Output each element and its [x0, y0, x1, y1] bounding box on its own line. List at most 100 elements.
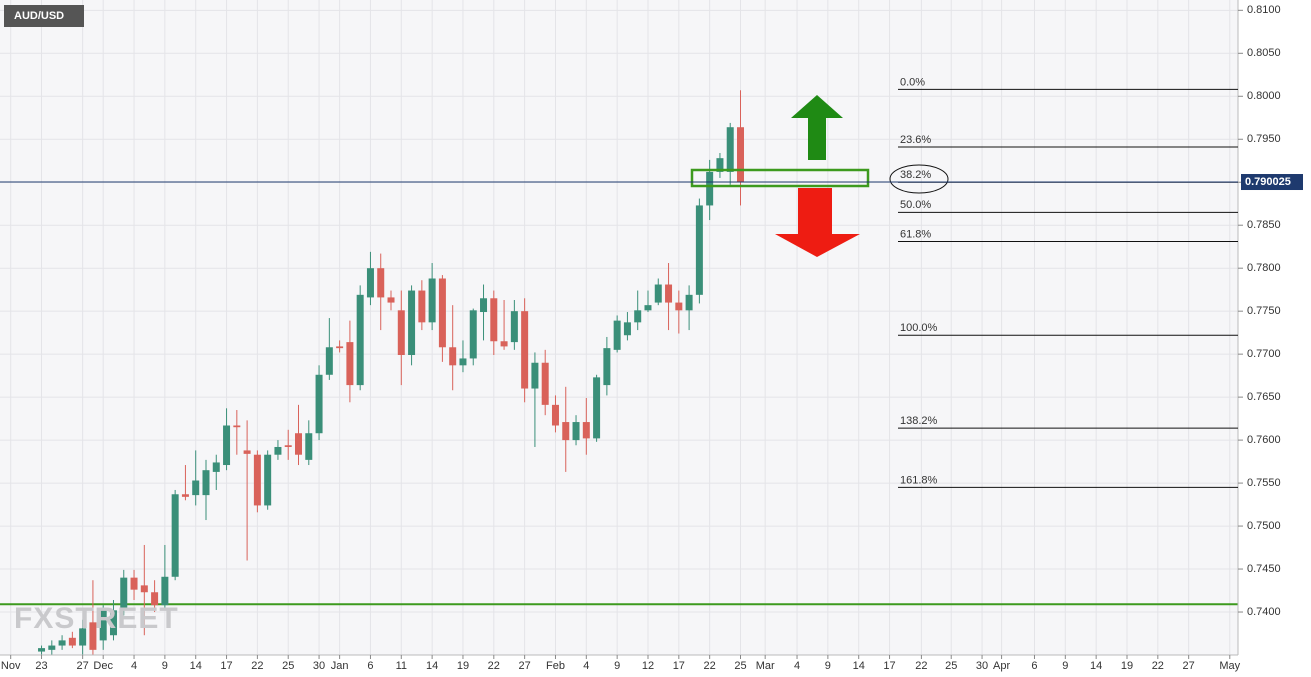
x-tick-label: Jan — [331, 660, 349, 672]
x-tick-label: 4 — [583, 660, 589, 672]
x-tick-label: 27 — [519, 660, 531, 672]
x-tick-label: 17 — [673, 660, 685, 672]
candle-body — [623, 322, 631, 336]
candle-body — [675, 302, 683, 311]
candle-body — [79, 628, 87, 646]
x-tick-label: 14 — [1090, 660, 1102, 672]
candle-body — [109, 610, 117, 636]
candle-body — [171, 494, 179, 577]
candle-body — [161, 576, 169, 606]
candle-body — [510, 311, 518, 343]
candle-body — [418, 290, 426, 323]
candle-body — [325, 347, 333, 375]
price-label: 0.790025 — [1245, 176, 1291, 188]
candle-body — [387, 297, 395, 303]
x-tick-label: 22 — [1152, 660, 1164, 672]
y-tick-label: 0.7950 — [1247, 133, 1281, 145]
candle-body — [243, 450, 251, 454]
candle-body — [58, 640, 66, 646]
candle-body — [603, 348, 611, 386]
fib-label: 161.8% — [900, 474, 938, 486]
y-tick-label: 0.7750 — [1247, 305, 1281, 317]
candle-body — [428, 278, 436, 323]
candle-body — [685, 294, 693, 311]
y-tick-label: 0.7800 — [1247, 262, 1281, 274]
x-tick-label: 30 — [976, 660, 988, 672]
candle-body — [500, 341, 508, 347]
candle-body — [551, 404, 559, 426]
candle-body — [315, 374, 323, 434]
candle-body — [726, 127, 734, 172]
candle-body — [634, 310, 642, 323]
x-tick-label: 4 — [794, 660, 800, 672]
y-tick-label: 0.7450 — [1247, 563, 1281, 575]
y-tick-label: 0.8000 — [1247, 90, 1281, 102]
x-tick-label: 9 — [614, 660, 620, 672]
y-tick-label: 0.7550 — [1247, 477, 1281, 489]
fib-label: 100.0% — [900, 322, 938, 334]
candle-body — [140, 585, 148, 593]
candle-body — [295, 433, 303, 455]
x-tick-label: 25 — [945, 660, 957, 672]
candle-body — [48, 645, 56, 650]
x-tick-label: 4 — [131, 660, 137, 672]
candle-body — [377, 268, 385, 298]
x-tick-label: 27 — [1183, 660, 1195, 672]
x-tick-label: 9 — [162, 660, 168, 672]
candle-body — [644, 305, 652, 311]
candle-body — [181, 494, 189, 497]
x-tick-label: 22 — [915, 660, 927, 672]
x-tick-label: 22 — [704, 660, 716, 672]
candle-body — [438, 278, 446, 348]
x-tick-label: 14 — [190, 660, 202, 672]
x-tick-label: Mar — [756, 660, 775, 672]
candle-body — [336, 346, 344, 349]
candle-body — [151, 592, 159, 606]
x-tick-label: Dec — [93, 660, 113, 672]
candle-body — [531, 362, 539, 389]
x-tick-label: 23 — [35, 660, 47, 672]
x-tick-label: Feb — [546, 660, 565, 672]
fib-label: 23.6% — [900, 134, 931, 146]
candle-body — [593, 377, 601, 439]
x-tick-label: 19 — [457, 660, 469, 672]
candle-body — [736, 127, 744, 183]
y-tick-label: 0.7600 — [1247, 434, 1281, 446]
candle-body — [449, 347, 457, 366]
candle-body — [521, 311, 529, 389]
candle-body — [459, 358, 467, 366]
x-tick-label: 6 — [367, 660, 373, 672]
x-tick-label: 14 — [426, 660, 438, 672]
candle-body — [654, 284, 662, 303]
candle-body — [469, 310, 477, 359]
x-tick-label: 25 — [734, 660, 746, 672]
x-tick-label: Nov — [1, 660, 21, 672]
candle-body — [253, 454, 261, 506]
candle-body — [212, 462, 220, 472]
x-tick-label: 11 — [396, 660, 407, 672]
level-circle — [889, 164, 949, 194]
x-tick-label: 9 — [1062, 660, 1068, 672]
x-tick-label: Apr — [993, 660, 1010, 672]
candle-body — [408, 290, 416, 356]
x-tick-label: 25 — [282, 660, 294, 672]
candle-body — [264, 454, 272, 506]
candle-body — [582, 422, 590, 439]
candle-body — [480, 298, 488, 313]
y-tick-label: 0.7700 — [1247, 348, 1281, 360]
candle-body — [202, 470, 210, 496]
watermark: FXSTREET — [14, 602, 179, 635]
symbol-badge — [4, 5, 84, 27]
candle-body — [192, 480, 200, 496]
y-tick-label: 0.8100 — [1247, 4, 1281, 16]
y-tick-label: 0.7500 — [1247, 520, 1281, 532]
candle-body — [130, 577, 138, 590]
candle-body — [613, 320, 621, 350]
up-arrow — [791, 95, 843, 160]
fib-label: 0.0% — [900, 76, 925, 88]
candle-body — [366, 268, 374, 298]
down-arrow — [775, 188, 860, 257]
candle-body — [305, 433, 313, 460]
candle-body — [541, 362, 549, 405]
